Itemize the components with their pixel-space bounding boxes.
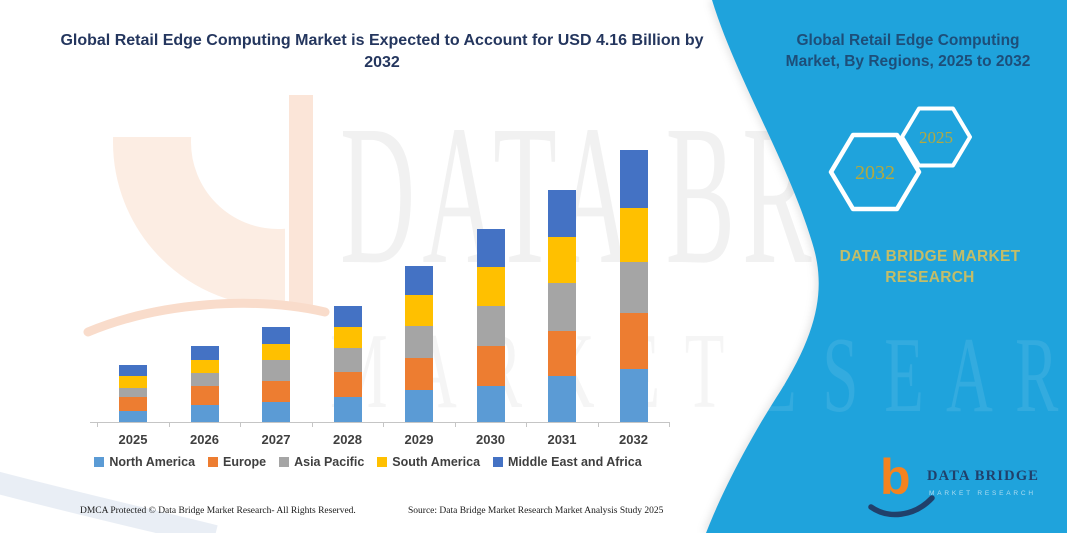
legend-item-europe: Europe — [208, 455, 266, 469]
legend-swatch-icon — [493, 457, 504, 467]
hexagon-2025-label: 2025 — [919, 128, 953, 147]
watermark-on-panel: R E S E A R C H — [688, 316, 1067, 435]
bar-segment-north-america-2025 — [119, 411, 147, 423]
hexagon-2032-label: 2032 — [855, 162, 895, 184]
bar-segment-south-america-2030 — [476, 266, 505, 306]
bar-segment-asia-pacific-2030 — [476, 305, 505, 347]
legend-label: Europe — [223, 455, 267, 469]
bar-segment-europe-2029 — [405, 358, 433, 391]
x-axis-tick — [240, 422, 242, 427]
x-axis-label-2029: 2029 — [404, 432, 434, 447]
chart-title: Global Retail Edge Computing Market is E… — [60, 32, 704, 71]
logo-subtitle: MARKET RESEARCH — [929, 490, 1036, 497]
bar-segment-europe-2025 — [119, 397, 147, 412]
x-axis-tick — [383, 422, 385, 427]
bar-segment-middle-east-and-africa-2025 — [119, 365, 147, 377]
legend-swatch-icon — [279, 457, 290, 467]
bar-segment-europe-2028 — [333, 372, 362, 397]
bar-segment-middle-east-and-africa-2031 — [548, 190, 576, 237]
bar-segment-south-america-2031 — [548, 236, 576, 283]
hexagon-2032 — [828, 132, 922, 212]
legend-item-asia-pacific: Asia Pacific — [279, 455, 364, 469]
bar-segment-asia-pacific-2025 — [119, 387, 147, 398]
x-axis-label-2031: 2031 — [547, 432, 577, 447]
bar-segment-asia-pacific-2031 — [548, 282, 576, 332]
x-axis-label-2027: 2027 — [261, 432, 291, 447]
x-axis-tick — [526, 422, 528, 427]
legend-item-middle-east-and-africa: Middle East and Africa — [493, 455, 642, 469]
bar-segment-middle-east-and-africa-2030 — [476, 228, 505, 267]
bar-segment-europe-2032 — [619, 312, 648, 369]
bar-segment-asia-pacific-2028 — [333, 348, 362, 373]
watermark-logo-stem — [289, 95, 313, 307]
bar-segment-europe-2026 — [190, 386, 219, 406]
bar-segment-europe-2030 — [476, 346, 505, 387]
bar-segment-north-america-2028 — [333, 396, 362, 423]
watermark-logo-bowl — [113, 137, 285, 307]
legend-swatch-icon — [94, 457, 105, 467]
bar-segment-asia-pacific-2029 — [405, 325, 433, 359]
legend-item-south-america: South America — [377, 455, 480, 469]
hexagon-2025 — [900, 106, 972, 168]
copyright-text: DMCA Protected © Data Bridge Market Rese… — [80, 506, 356, 516]
bar-segment-south-america-2025 — [119, 376, 147, 388]
bar-segment-asia-pacific-2027 — [262, 360, 290, 381]
bar-segment-south-america-2032 — [619, 207, 648, 262]
x-axis-line — [90, 422, 669, 424]
bar-segment-middle-east-and-africa-2029 — [405, 266, 433, 296]
watermark-text-2: M A R K E T — [330, 312, 730, 431]
x-axis-label-2028: 2028 — [333, 432, 362, 447]
bar-segment-europe-2027 — [262, 381, 290, 402]
bar-segment-north-america-2026 — [190, 405, 219, 423]
bar-segment-south-america-2026 — [190, 360, 219, 374]
logo-b-mark: b — [880, 449, 911, 505]
x-axis-label-2032: 2032 — [619, 432, 648, 447]
x-axis-tick — [311, 422, 313, 427]
watermark-swoosh — [0, 298, 330, 533]
x-axis-tick — [669, 422, 671, 427]
logo-name: DATA BRIDGE — [927, 468, 1040, 484]
legend-label: Middle East and Africa — [508, 455, 642, 469]
x-axis-tick — [454, 422, 456, 427]
x-axis-label-2025: 2025 — [118, 432, 148, 447]
bar-segment-europe-2031 — [548, 331, 576, 376]
bar-segment-north-america-2031 — [548, 375, 576, 423]
bar-segment-south-america-2028 — [333, 326, 362, 349]
bar-segment-south-america-2027 — [262, 344, 290, 360]
bar-segment-middle-east-and-africa-2026 — [190, 346, 219, 360]
x-axis-label-2030: 2030 — [476, 432, 505, 447]
x-axis-tick — [97, 422, 99, 427]
bar-segment-north-america-2027 — [262, 402, 290, 423]
legend: North America Europe Asia Pacific South Ame… — [58, 455, 678, 469]
bar-segment-north-america-2030 — [476, 386, 505, 423]
bar-segment-asia-pacific-2026 — [190, 373, 219, 387]
bar-segment-north-america-2029 — [405, 390, 433, 423]
legend-item-north-america: North America — [94, 455, 195, 469]
x-axis-tick — [168, 422, 170, 427]
x-axis-tick — [597, 422, 599, 427]
bar-segment-asia-pacific-2032 — [619, 261, 648, 313]
legend-swatch-icon — [208, 457, 219, 467]
legend-label: South America — [392, 455, 481, 469]
bar-segment-south-america-2029 — [405, 295, 433, 326]
legend-label: Asia Pacific — [294, 455, 365, 469]
legend-label: North America — [109, 455, 196, 469]
logo-swoosh-icon — [868, 495, 935, 518]
brand-name: DATA BRIDGE MARKET RESEARCH — [839, 248, 1021, 286]
source-text: Source: Data Bridge Market Research Mark… — [408, 506, 664, 516]
bar-segment-middle-east-and-africa-2027 — [262, 326, 290, 345]
legend-swatch-icon — [377, 457, 388, 467]
bar-segment-middle-east-and-africa-2028 — [333, 305, 362, 327]
x-axis-label-2026: 2026 — [190, 432, 219, 447]
panel-heading: Global Retail Edge Computing Market, By … — [785, 32, 1031, 70]
bar-segment-north-america-2032 — [619, 368, 648, 423]
hexagon-years: 2025 2032 — [828, 106, 972, 212]
bar-segment-middle-east-and-africa-2032 — [619, 150, 648, 208]
